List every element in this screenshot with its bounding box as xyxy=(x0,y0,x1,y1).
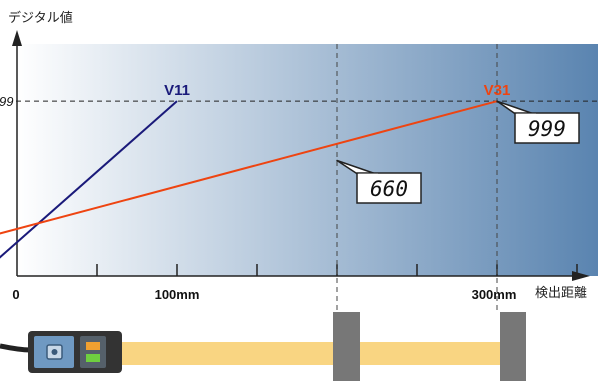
x-axis-label: 検出距離 xyxy=(535,285,587,300)
plot-background xyxy=(16,44,598,276)
sensor-receiver xyxy=(80,336,106,368)
y-axis-label: デジタル値 xyxy=(8,10,73,25)
guide-lines xyxy=(16,44,598,312)
x-tick-label: 300mm xyxy=(472,287,517,302)
callout-value: 660 xyxy=(370,177,408,201)
series-line-v31 xyxy=(0,100,498,235)
target-300 xyxy=(500,312,526,381)
series: V11 V31 xyxy=(0,82,511,259)
y-reference-label: 99 xyxy=(0,94,13,109)
series-line-v11 xyxy=(0,100,178,259)
callout-box xyxy=(356,172,422,204)
callout-660: 660 xyxy=(336,159,422,204)
callout-box xyxy=(514,112,580,144)
x-tick-label: 100mm xyxy=(155,287,200,302)
series-label-v31: V31 xyxy=(484,82,511,99)
light-beam xyxy=(122,342,500,365)
callout-value: 999 xyxy=(528,117,566,141)
sensor-indicator-orange xyxy=(86,342,100,350)
target-200 xyxy=(333,312,360,381)
series-label-v11: V11 xyxy=(164,82,190,99)
callouts: 660 999 xyxy=(336,100,580,204)
y-axis-arrow xyxy=(12,30,22,46)
sensor-device xyxy=(0,331,122,373)
axes xyxy=(12,30,590,281)
sensor-cable xyxy=(0,343,31,353)
callout-999: 999 xyxy=(496,100,580,144)
x-ticks: 0 100mm 300mm xyxy=(12,264,578,302)
sensor-emitter-dot xyxy=(51,349,58,355)
sensor-indicator-green xyxy=(86,354,100,362)
x-tick-label: 0 xyxy=(12,287,19,302)
